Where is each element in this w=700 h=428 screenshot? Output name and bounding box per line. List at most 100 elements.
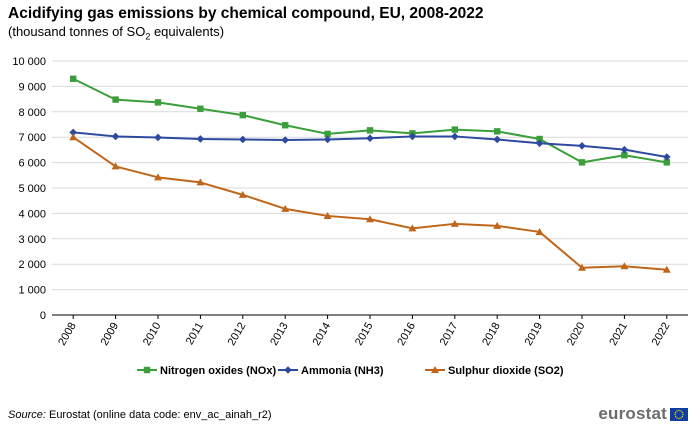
- y-tick-label: 1 000: [18, 285, 46, 297]
- y-tick-label: 5 000: [18, 183, 46, 195]
- legend-label: Nitrogen oxides (NOx): [160, 365, 276, 377]
- data-point: Nitrogen oxides (NOx) 2015: 7270: [366, 127, 374, 134]
- subtitle-prefix: (thousand tonnes of SO: [8, 24, 146, 39]
- x-tick-label: 2018: [480, 321, 503, 348]
- series-2: Ammonia (NH3) 2008: 7190 Ammonia (NH3) 20…: [69, 128, 671, 161]
- data-point: Ammonia (NH3) 2012: 6910: [239, 135, 247, 144]
- flag-star: [680, 416, 682, 419]
- flag-background: [670, 407, 688, 421]
- flag-star: [674, 413, 676, 415]
- data-point: Sulphur dioxide (SO2) 2013: 4180: [281, 204, 290, 212]
- data-point: Sulphur dioxide (SO2) 2012: 4730: [238, 190, 247, 198]
- data-point: Ammonia (NH3) 2021: 6510: [620, 145, 629, 154]
- data-point: Ammonia (NH3) 2016: 7030: [408, 132, 417, 141]
- y-tick-label: 3 000: [18, 234, 46, 246]
- data-point: Sulphur dioxide (SO2) 2011: 5220: [196, 178, 205, 186]
- data-point: Nitrogen oxides (NOx) 2017: 7300: [451, 126, 458, 133]
- x-tick-label: 2016: [395, 321, 418, 348]
- chart-subtitle: (thousand tonnes of SO2 equivalents): [8, 24, 224, 42]
- x-tick-label: 2008: [56, 321, 79, 348]
- y-tick-label: 10 000: [12, 56, 46, 68]
- data-point: Ammonia (NH3) 2008: 7190: [69, 128, 77, 137]
- x-tick-label: 2010: [141, 321, 164, 348]
- x-tick-label: 2017: [438, 321, 461, 348]
- data-point: Ammonia (NH3) 2022: 6220: [663, 153, 671, 161]
- legend-item: Sulphur dioxide (SO2): [425, 365, 564, 377]
- legend: Nitrogen oxides (NOx) Ammonia (NH3) Sulphu…: [137, 365, 564, 377]
- flag-star: [674, 411, 677, 413]
- data-point: Nitrogen oxides (NOx) 2014: 7130: [324, 130, 331, 138]
- y-tick-label: 0: [40, 310, 46, 322]
- eurostat-logo: eurostat: [598, 404, 688, 424]
- x-tick-label: 2020: [565, 321, 588, 348]
- series-line: [72, 77, 667, 164]
- flag-star: [678, 409, 680, 411]
- data-point: Ammonia (NH3) 2017: 7030: [451, 132, 459, 141]
- x-tick-label: 2013: [268, 321, 291, 348]
- data-point: Ammonia (NH3) 2015: 6960: [366, 134, 374, 143]
- flag-star: [682, 413, 684, 415]
- x-tick-label: 2022: [650, 321, 673, 348]
- data-point: Sulphur dioxide (SO2) 2019: 3270: [535, 227, 544, 235]
- data-point: Nitrogen oxides (NOx) 2009: 8480: [112, 96, 119, 103]
- data-point: Ammonia (NH3) 2011: 6930: [196, 135, 205, 143]
- data-point: Nitrogen oxides (NOx) 2019: 6930: [536, 135, 543, 143]
- flag-star: [680, 409, 682, 412]
- data-point: Nitrogen oxides (NOx) 2012: 7870: [239, 111, 246, 119]
- flag-star: [676, 409, 678, 412]
- legend-marker: [284, 366, 292, 374]
- legend-marker: [143, 366, 151, 374]
- y-tick-label: 6 000: [18, 158, 46, 170]
- data-point: Ammonia (NH3) 2018: 6910: [493, 135, 501, 144]
- x-tick-label: 2015: [353, 321, 376, 348]
- gridlines: [52, 60, 688, 316]
- flag-star: [678, 417, 680, 419]
- y-tick-label: 9 000: [18, 81, 46, 93]
- x-tick-label: 2012: [226, 321, 249, 348]
- data-point: Sulphur dioxide (SO2) 2022: 1780: [662, 265, 671, 273]
- flag-star: [676, 416, 678, 419]
- legend-label: Ammonia (NH3): [301, 365, 384, 377]
- y-tick-label: 8 000: [18, 107, 46, 119]
- data-point: Ammonia (NH3) 2009: 7030: [111, 132, 120, 141]
- data-point: Sulphur dioxide (SO2) 2015: 3770: [366, 215, 374, 223]
- y-tick-label: 7 000: [18, 132, 46, 144]
- data-point: Ammonia (NH3) 2019: 6760: [535, 139, 544, 148]
- data-point: Sulphur dioxide (SO2) 2016: 3410: [408, 224, 417, 232]
- source-note: Source: Eurostat (online data code: env_…: [8, 409, 272, 421]
- line-chart: 0 1 000 2 000 3 000 4 000 5 000 6 000 7 000 8 00…: [12, 56, 688, 377]
- data-point: Nitrogen oxides (NOx) 2018: 7230: [494, 128, 501, 135]
- data-point: Nitrogen oxides (NOx) 2011: 8120: [197, 105, 204, 112]
- data-point: Ammonia (NH3) 2010: 6990: [154, 133, 162, 142]
- data-point: Nitrogen oxides (NOx) 2010: 8370: [154, 99, 162, 106]
- data-point: Nitrogen oxides (NOx) 2020: 6010: [578, 159, 586, 166]
- x-tick-label: 2009: [99, 321, 122, 348]
- data-point: Ammonia (NH3) 2013: 6890: [281, 136, 289, 144]
- logo-text: eurostat: [598, 404, 667, 423]
- data-point: Sulphur dioxide (SO2) 2014: 3900: [323, 211, 332, 219]
- data-point: Nitrogen oxides (NOx) 2022: 6010: [663, 159, 670, 166]
- x-tick-label: 2019: [523, 321, 546, 348]
- x-axis: 2008 2009 2010 2011 2012 2013 2014 2015 2016 2017…: [56, 315, 672, 348]
- subtitle-subscript: 2: [145, 31, 151, 42]
- legend-marker: [431, 366, 439, 373]
- flag-star: [674, 415, 677, 417]
- series-line: [72, 136, 667, 271]
- y-tick-label: 2 000: [18, 259, 46, 271]
- source-text: Eurostat (online data code: env_ac_ainah…: [45, 409, 272, 421]
- data-point: Ammonia (NH3) 2014: 6910: [323, 135, 332, 144]
- y-tick-label: 4 000: [18, 208, 46, 220]
- data-point: Sulphur dioxide (SO2) 2009: 5850: [111, 162, 120, 170]
- eu-flag-icon: [670, 407, 688, 421]
- data-point: Nitrogen oxides (NOx) 2013: 7470: [282, 122, 289, 129]
- flag-star: [681, 415, 684, 417]
- x-tick-label: 2021: [607, 321, 630, 348]
- data-point: Nitrogen oxides (NOx) 2008: 9300: [70, 75, 77, 82]
- legend-item: Nitrogen oxides (NOx): [137, 365, 276, 377]
- data-point: Nitrogen oxides (NOx) 2021: 6290: [621, 152, 628, 159]
- series-group: Nitrogen oxides (NOx) 2008: 9300 Nitrogen…: [69, 75, 671, 273]
- data-point: Sulphur dioxide (SO2) 2017: 3590: [450, 219, 459, 227]
- legend-item: Ammonia (NH3): [278, 365, 384, 377]
